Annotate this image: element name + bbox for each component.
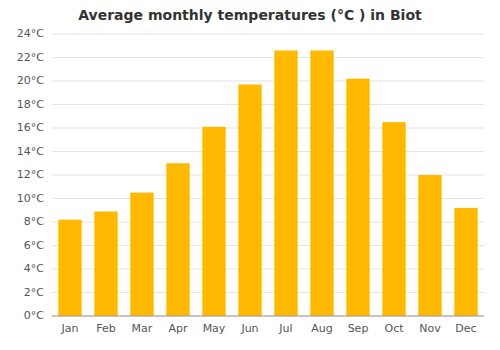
bar xyxy=(130,193,153,316)
x-tick-label: Jan xyxy=(61,322,79,335)
bar xyxy=(202,127,225,316)
grid-line xyxy=(52,81,484,82)
grid xyxy=(52,34,484,316)
chart: 0°C 2°C 4°C 6°C 8°C 10°C 12°C 14°C 16°C 18°C 20°C 2… xyxy=(0,0,500,350)
x-tick-label: May xyxy=(203,322,226,335)
grid-line xyxy=(52,34,484,35)
y-tick-label: 0°C xyxy=(24,309,44,322)
x-tick-label: Apr xyxy=(168,322,188,335)
x-tick-label: Mar xyxy=(132,322,153,335)
y-tick-label: 4°C xyxy=(24,262,44,275)
x-tick-label: Jul xyxy=(278,322,292,335)
bars xyxy=(58,50,477,316)
bar xyxy=(166,163,189,316)
x-tick-label: Jun xyxy=(240,322,258,335)
title: Average monthly temperatures (°C ) in Bi… xyxy=(78,7,422,23)
y-tick-label: 20°C xyxy=(17,74,44,87)
x-tick-label: Aug xyxy=(311,322,332,335)
y-tick-label: 22°C xyxy=(17,51,44,64)
bar xyxy=(238,85,261,316)
y-tick-label: 2°C xyxy=(24,286,44,299)
y-tick-label: 8°C xyxy=(24,215,44,228)
x-tick-label: Dec xyxy=(455,322,476,335)
grid-line xyxy=(52,57,484,58)
grid-line xyxy=(52,316,484,317)
y-tick-label: 10°C xyxy=(17,192,44,205)
y-tick-label: 18°C xyxy=(17,98,44,111)
x-tick-label: Sep xyxy=(348,322,369,335)
x-axis: Jan Feb Mar Apr May Jun Jul Aug Sep Oct Nov Dec xyxy=(52,316,484,335)
bar xyxy=(382,122,405,316)
bar xyxy=(418,175,441,316)
bar xyxy=(310,50,333,316)
bar xyxy=(58,220,81,316)
bar xyxy=(346,79,369,316)
y-axis: 0°C 2°C 4°C 6°C 8°C 10°C 12°C 14°C 16°C 18°C 20°C 2… xyxy=(17,27,44,322)
y-tick-label: 12°C xyxy=(17,168,44,181)
grid-line xyxy=(52,104,484,105)
bar xyxy=(94,211,117,316)
y-tick-label: 24°C xyxy=(17,27,44,40)
bar xyxy=(274,50,297,316)
grid-line xyxy=(52,151,484,152)
x-tick-label: Oct xyxy=(384,322,404,335)
x-tick-label: Nov xyxy=(419,322,441,335)
x-axis-line xyxy=(52,316,484,317)
x-tick-label: Feb xyxy=(96,322,115,335)
grid-line xyxy=(52,128,484,129)
y-tick-label: 14°C xyxy=(17,145,44,158)
y-tick-label: 16°C xyxy=(17,121,44,134)
chart-container: 0°C 2°C 4°C 6°C 8°C 10°C 12°C 14°C 16°C 18°C 20°C 2… xyxy=(0,0,500,350)
bar xyxy=(454,208,477,316)
y-tick-label: 6°C xyxy=(24,239,44,252)
